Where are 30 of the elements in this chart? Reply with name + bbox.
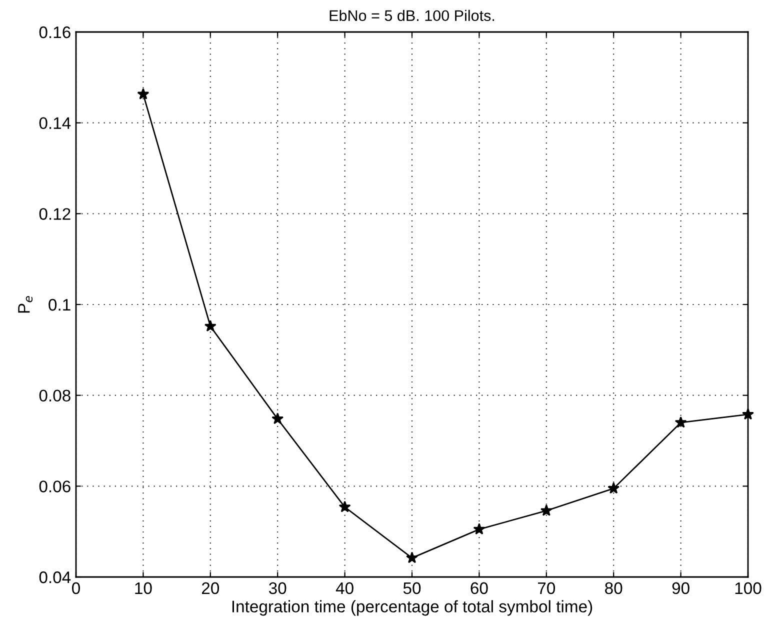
point	[473, 523, 486, 534]
x-tick-label: 10	[135, 582, 152, 594]
y-tick-label: 0.08	[39, 390, 70, 402]
x-tick-label: 60	[470, 582, 488, 594]
y-tick-label: 0.14	[39, 117, 71, 130]
point	[608, 482, 620, 494]
x-tick-label: 80	[605, 582, 622, 594]
y-axis-title: P$_{e}$	[18, 296, 33, 313]
y-tick-label: 0.04	[39, 571, 71, 584]
x-tick-label: 50	[403, 582, 421, 594]
x-tick-label: 30	[268, 582, 286, 594]
x-tick-label: 90	[672, 582, 690, 594]
point	[137, 88, 150, 100]
point	[272, 412, 284, 424]
x-axis-title: Integration time (percentage of total symbol time)	[232, 600, 592, 616]
x-tick-label: 70	[538, 582, 556, 594]
point	[338, 500, 351, 512]
x-tick-label: 20	[202, 582, 220, 594]
y-tick-label: 0.12	[39, 208, 70, 220]
chart-title: EbNo = 5 dB. 100 Pilots.	[330, 10, 494, 22]
x-tick-label: 100	[735, 582, 762, 594]
y-tick-label: 0.06	[39, 480, 70, 492]
y-tick-label: 0.16	[39, 26, 70, 38]
point	[540, 504, 552, 516]
x-tick-label: 40	[336, 582, 354, 594]
x-tick-label: 0	[72, 582, 80, 594]
y-tick-label: 0.1	[48, 298, 70, 311]
point	[204, 320, 216, 332]
point	[674, 416, 687, 428]
point	[406, 552, 418, 564]
